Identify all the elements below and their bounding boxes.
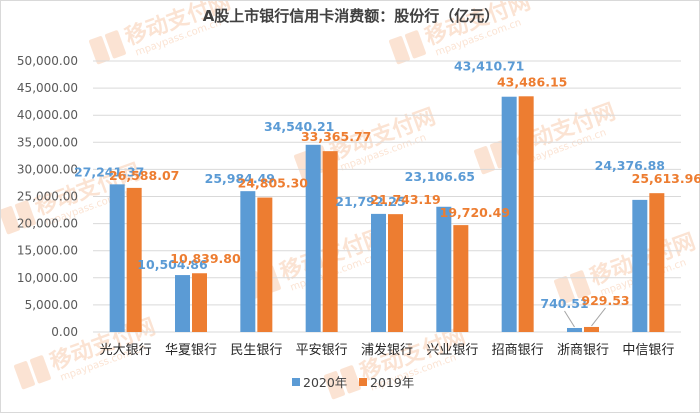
- bar-2019: [126, 187, 142, 332]
- data-label: 24,376.88: [595, 158, 665, 173]
- data-label: 23,106.65: [405, 169, 475, 184]
- y-tick-label: 35,000.00: [17, 135, 78, 149]
- data-label: 43,486.15: [497, 74, 567, 89]
- legend-swatch: [292, 378, 300, 386]
- y-tick-label: 15,000.00: [17, 244, 78, 258]
- bar-2019: [192, 273, 207, 332]
- y-tick-label: 25,000.00: [17, 190, 78, 204]
- chart-title: A股上市银行信用卡消费额：股份行（亿元）: [203, 7, 500, 25]
- logo-block: [554, 276, 575, 305]
- bar-2019: [388, 214, 403, 332]
- y-tick-label: 0.00: [51, 325, 78, 339]
- x-tick-label: 中信银行: [622, 343, 674, 358]
- logo-block: [1, 206, 20, 235]
- logo-block: [30, 355, 51, 384]
- data-label: 10,839.80: [170, 251, 241, 266]
- y-tick-label: 5,000.00: [25, 298, 78, 312]
- bar-2020: [109, 184, 125, 332]
- logo-block: [405, 30, 426, 59]
- logo-block: [389, 36, 410, 65]
- mp-logo-icon: [1, 200, 36, 235]
- data-label: 929.53: [581, 293, 629, 308]
- x-tick-label: 民生银行: [230, 343, 282, 358]
- legend: 2020年 2019年: [292, 375, 414, 390]
- data-label: 27,241.37: [74, 164, 144, 179]
- logo-block: [324, 371, 345, 400]
- x-axis-ticks: 光大银行 华夏银行 民生银行 平安银行 浦发银行 兴业银行 招商银行 浙商银行 中信银行: [100, 342, 675, 358]
- y-axis-ticks: 0.00 5,000.00 10,000.00 15,000.00 20,000.00 2…: [17, 54, 78, 339]
- bar-2020: [175, 275, 190, 332]
- bar-2020: [436, 206, 452, 332]
- x-tick-label: 浙商银行: [557, 343, 609, 358]
- logo-block: [340, 365, 361, 394]
- bar-2020: [632, 199, 648, 332]
- bar-2020: [567, 327, 582, 332]
- data-label: 21,743.19: [370, 192, 440, 207]
- label-leader-line: [591, 307, 606, 327]
- y-tick-label: 20,000.00: [17, 217, 78, 231]
- data-label: 26,588.07: [109, 168, 179, 183]
- logo-block: [89, 36, 110, 65]
- legend-label: 2020年: [303, 375, 347, 390]
- bar-2020: [371, 213, 386, 332]
- y-tick-label: 30,000.00: [17, 162, 78, 176]
- bar-2019: [257, 197, 273, 332]
- logo-block: [474, 146, 495, 175]
- logo-block: [15, 200, 36, 229]
- mp-logo-icon: [89, 30, 126, 65]
- bar-2019: [518, 96, 534, 332]
- bar-2019: [322, 151, 338, 332]
- bars: [109, 96, 665, 332]
- data-label: 34,540.21: [264, 119, 334, 134]
- x-tick-label: 平安银行: [296, 343, 348, 358]
- legend-swatch: [359, 378, 367, 386]
- bar-2019: [649, 193, 665, 332]
- bar-2019: [584, 326, 599, 332]
- data-label: 24,805.30: [238, 176, 309, 191]
- x-tick-label: 光大银行: [100, 343, 152, 358]
- mp-logo-icon: [389, 30, 426, 65]
- y-tick-label: 10,000.00: [17, 271, 78, 285]
- bar-2019: [453, 225, 469, 332]
- label-callouts: [564, 307, 606, 328]
- bar-2020: [501, 96, 517, 332]
- x-tick-label: 华夏银行: [165, 343, 217, 358]
- data-label: 10,504.86: [137, 257, 208, 272]
- x-tick-label: 兴业银行: [426, 343, 478, 358]
- y-tick-label: 50,000.00: [17, 54, 78, 68]
- data-label: 740.51: [540, 296, 588, 311]
- bar-2020: [305, 144, 321, 332]
- x-tick-label: 浦发银行: [361, 342, 413, 358]
- gridlines: [93, 60, 681, 333]
- mp-logo-icon: [324, 365, 361, 400]
- logo-block: [14, 361, 35, 390]
- logo-block: [105, 30, 126, 59]
- mp-logo-icon: [14, 355, 51, 390]
- data-label: 25,613.96: [632, 171, 700, 186]
- data-label: 19,720.49: [440, 205, 510, 220]
- y-tick-label: 45,000.00: [17, 81, 78, 95]
- bar-2020: [240, 191, 256, 332]
- data-label: 43,410.71: [454, 59, 524, 74]
- label-leader-line: [564, 310, 575, 328]
- legend-label: 2019年: [370, 375, 414, 390]
- data-label: 25,984.49: [205, 171, 275, 186]
- data-label: 21,792.25: [335, 194, 405, 209]
- x-tick-label: 招商银行: [492, 343, 544, 358]
- data-label: 33,365.77: [301, 129, 371, 144]
- y-tick-label: 40,000.00: [17, 108, 78, 122]
